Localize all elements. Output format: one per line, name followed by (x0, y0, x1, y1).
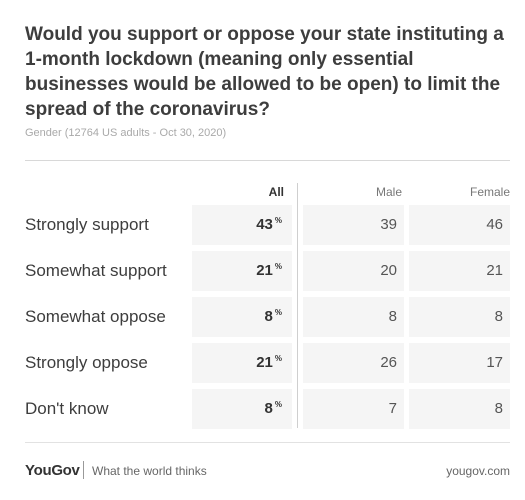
column-header-all: All (268, 185, 284, 199)
cell-female: 46 (409, 205, 510, 245)
chart-subtitle: Gender (12764 US adults - Oct 30, 2020) (25, 127, 227, 139)
cell-value: 21 (486, 262, 503, 279)
cell-value: 39 (380, 216, 397, 233)
row-label: Somewhat oppose (25, 307, 166, 326)
cell-value: 7 (388, 400, 397, 417)
cell-male: 20 (303, 251, 404, 291)
cell-value: 8 (494, 400, 503, 417)
row-label: Strongly oppose (25, 353, 148, 372)
yougov-logo: YouGov (25, 462, 80, 479)
cell-value: 17 (486, 354, 503, 371)
percent-sign: % (274, 262, 282, 271)
cell-male: 7 (303, 389, 404, 429)
cell-value: 8 (388, 308, 397, 325)
cell-male: 8 (303, 297, 404, 337)
cell-male: 26 (303, 343, 404, 383)
percent-sign: % (274, 216, 282, 225)
chart-title: Would you support or oppose your state i… (25, 24, 504, 120)
cell-all: 8% (192, 297, 292, 337)
cell-all: 8% (192, 389, 292, 429)
row-label: Somewhat support (25, 261, 167, 280)
cell-all: 43% (192, 205, 292, 245)
footer-separator (83, 461, 84, 479)
column-header-female: Female (469, 185, 510, 199)
cell-female: 17 (409, 343, 510, 383)
cell-value: 21 (256, 354, 273, 371)
footer-site-link[interactable]: yougov.com (446, 464, 510, 478)
cell-value: 26 (380, 354, 397, 371)
cell-value: 43 (256, 216, 273, 233)
cell-value: 8 (264, 308, 273, 325)
cell-all: 21% (192, 251, 292, 291)
bottom-divider (25, 442, 510, 443)
cell-value: 8 (264, 400, 273, 417)
cell-female: 8 (409, 297, 510, 337)
row-label: Don't know (25, 399, 109, 418)
footer-tagline: What the world thinks (92, 464, 207, 478)
cell-female: 8 (409, 389, 510, 429)
top-divider (25, 160, 510, 161)
cell-all: 21% (192, 343, 292, 383)
column-header-male: Male (375, 185, 402, 199)
percent-sign: % (274, 400, 282, 409)
cell-value: 8 (494, 308, 503, 325)
percent-sign: % (274, 308, 282, 317)
cell-male: 39 (303, 205, 404, 245)
cell-value: 21 (256, 262, 273, 279)
row-label: Strongly support (25, 215, 149, 234)
cell-value: 20 (380, 262, 397, 279)
cell-female: 21 (409, 251, 510, 291)
cell-value: 46 (486, 216, 503, 233)
column-divider (297, 183, 298, 428)
percent-sign: % (274, 354, 282, 363)
